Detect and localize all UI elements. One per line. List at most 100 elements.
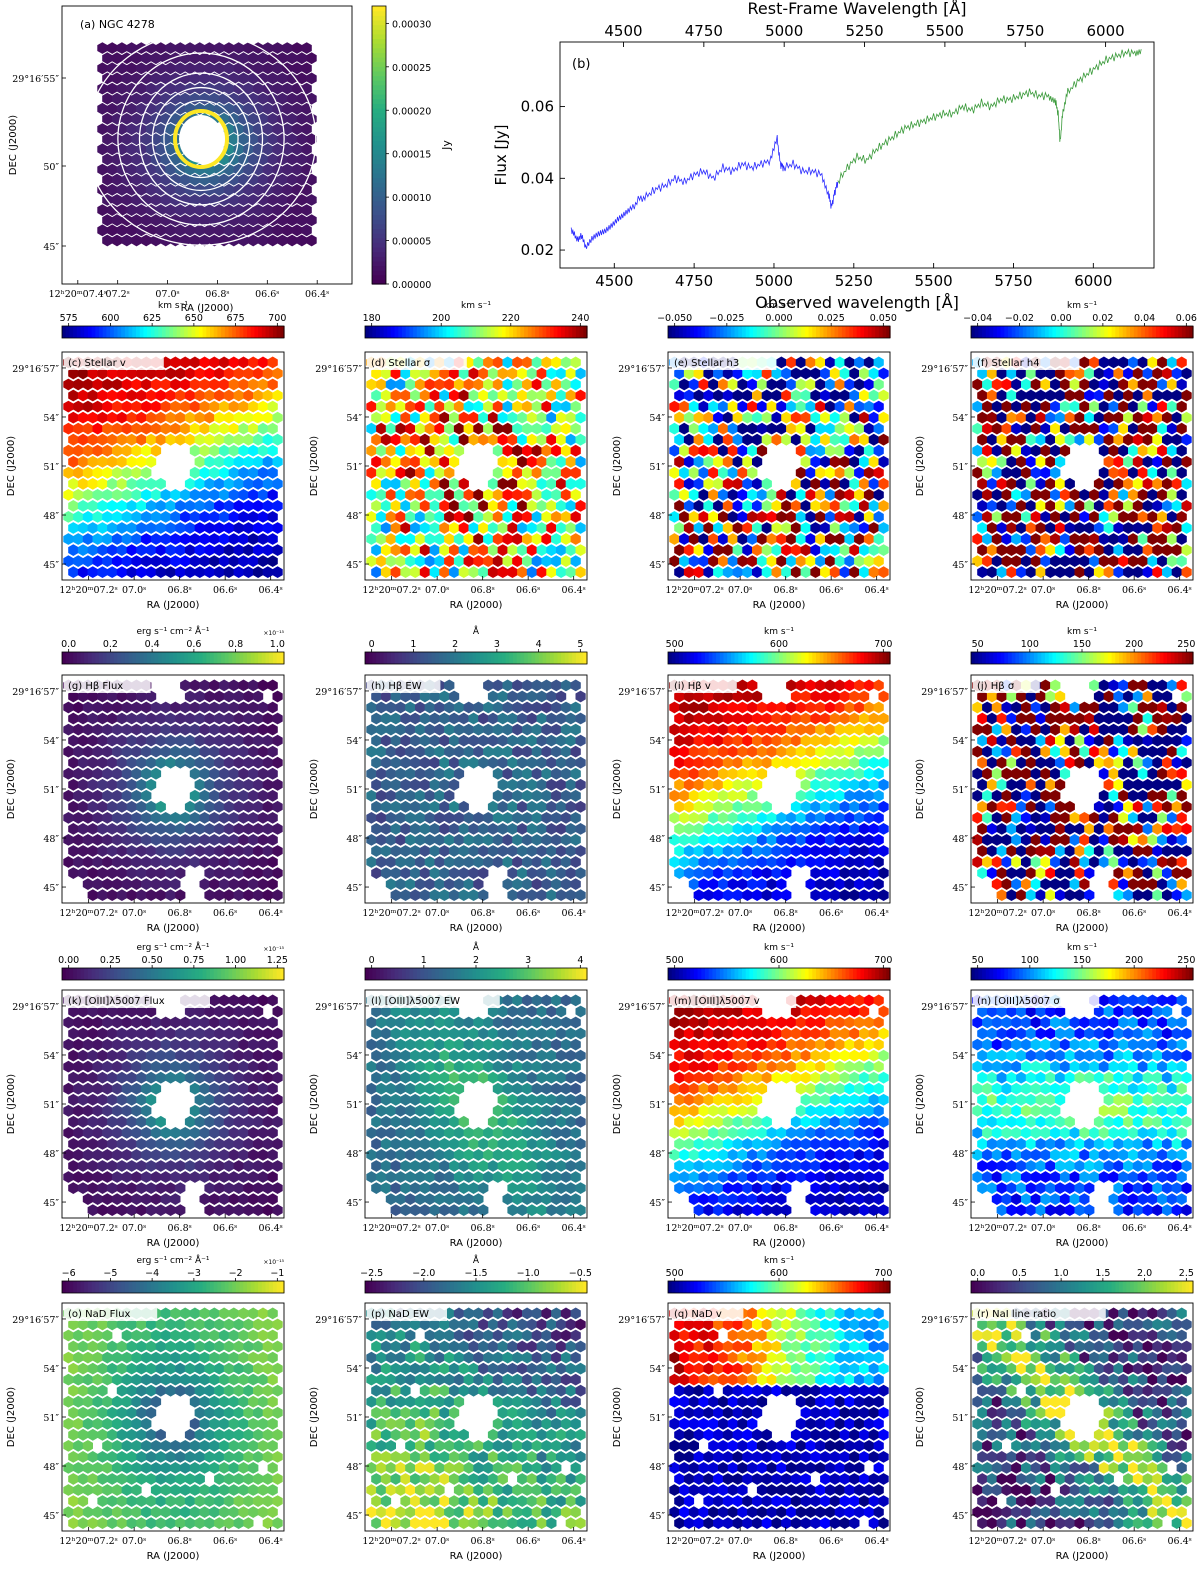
panel-j-hex-cell [1118, 680, 1128, 692]
panel-h-hex-cell [464, 856, 474, 868]
panel-e-colorbar-segment [786, 326, 790, 338]
panel-f-hex-cell [1143, 368, 1153, 380]
panel-j-colorbar-tick-label: 150 [1073, 639, 1091, 650]
panel-d-hex-cell [376, 467, 386, 479]
panel-c-hex-cell [131, 445, 141, 457]
panel-a-x-tick-label: 06.8ˢ [205, 289, 229, 300]
panel-g-colorbar-segment [199, 652, 203, 664]
panel-f-hex-cell [1123, 522, 1133, 534]
panel-f-colorbar-segment [1030, 326, 1034, 338]
panel-k-hex-cell [258, 1061, 268, 1073]
panel-d-hex-cell [464, 533, 474, 545]
panel-g-hex-cell [93, 856, 103, 868]
panel-f-hex-cell [1094, 544, 1104, 556]
panel-d-hex-cell [541, 357, 551, 369]
panel-i-hex-cell [669, 702, 679, 714]
panel-f-hex-cell [1172, 390, 1182, 402]
panel-h-hex-cell [576, 801, 586, 813]
panel-h-x-tick-label: 07.0ˢ [425, 908, 449, 919]
panel-f-colorbar-segment [1178, 326, 1182, 338]
panel-c-hex-cell [185, 390, 195, 402]
panel-i-hex-cell [859, 801, 869, 813]
panel-e-hex-cell [849, 500, 859, 512]
panel-j-hex-cell [1079, 856, 1089, 868]
panel-i-hex-cell [728, 812, 738, 824]
panel-e-hex-cell [669, 511, 679, 523]
panel-k-hex-cell [248, 995, 258, 1007]
panel-f-hex-cell [1113, 544, 1123, 556]
panel-f-hex-cell [1065, 566, 1075, 578]
panel-e-hex-cell [835, 401, 845, 413]
panel-c-hex-cell [151, 445, 161, 457]
panel-g-hex-cell [93, 768, 103, 780]
panel-f-hex-cell [1031, 379, 1041, 391]
panel-i-hex-cell [718, 746, 728, 758]
panel-h-hex-cell [444, 680, 454, 692]
panel-d-hex-cell [522, 423, 532, 435]
panel-f-colorbar-tick-label: 0.00 [1051, 313, 1072, 324]
panel-c-x-tick-label: 06.8ˢ [167, 585, 191, 596]
panel-j-colorbar-segment [1075, 652, 1079, 664]
panel-d-hex-cell [527, 478, 537, 490]
panel-f-colorbar-segment [1012, 326, 1016, 338]
panel-g-hex-cell [127, 867, 137, 879]
panel-c-hex-cell [63, 423, 73, 435]
panel-j-colorbar-tick-label: 100 [1021, 639, 1039, 650]
panel-j-colorbar-segment [1160, 652, 1164, 664]
panel-h-hex-cell [493, 768, 503, 780]
panel-d-hex-cell [498, 500, 508, 512]
panel-g-hex-cell [175, 823, 185, 835]
panel-d-hex-cell [449, 566, 459, 578]
panel-c-hex-cell [78, 522, 88, 534]
panel-k-hex-cell [229, 1061, 239, 1073]
panel-g-hex-cell [107, 735, 117, 747]
panel-f-colorbar-segment [1126, 326, 1130, 338]
panel-i-hex-cell [879, 867, 889, 879]
panel-h-colorbar-segment [539, 652, 543, 664]
panel-c-colorbar-segment [125, 326, 129, 338]
panel-i-colorbar-label: km s⁻¹ [764, 627, 794, 637]
panel-d-hex-cell [371, 412, 381, 424]
panel-a-colorbar-segment [372, 76, 386, 81]
panel-e-colorbar-segment [690, 326, 694, 338]
panel-e-hex-cell [781, 500, 791, 512]
panel-d-hex-cell [410, 500, 420, 512]
panel-c-hex-cell [195, 478, 205, 490]
panel-j-colorbar-segment [1012, 652, 1016, 664]
panel-d-hex-cell [566, 412, 576, 424]
panel-h-x-label: RA (J2000) [450, 923, 503, 934]
panel-k-hex-cell [219, 1127, 229, 1139]
panel-d-hex-cell [410, 478, 420, 490]
panel-g-colorbar-segment [177, 652, 181, 664]
panel-h-hex-cell [551, 768, 561, 780]
panel-g-hex-cell [131, 878, 141, 890]
panel-e-colorbar-segment [864, 326, 868, 338]
panel-i-colorbar-segment [764, 652, 768, 664]
panel-e-hex-cell [830, 390, 840, 402]
panel-h-hex-cell [381, 757, 391, 769]
panel-f-hex-cell [1123, 566, 1133, 578]
panel-g-hex-cell [258, 768, 268, 780]
panel-f-hex-cell [1036, 566, 1046, 578]
panel-g-hex-cell [73, 834, 83, 846]
panel-g-hex-cell [263, 845, 273, 857]
panel-j-hex-cell [1099, 790, 1109, 802]
panel-i-hex-cell [762, 757, 772, 769]
panel-k-hex-cell [78, 1072, 88, 1084]
panel-a-colorbar-segment [372, 242, 386, 247]
panel-j-hex-cell [1026, 713, 1036, 725]
panel-j-colorbar-segment [1152, 652, 1156, 664]
panel-d-hex-cell [561, 423, 571, 435]
panel-d-hex-cell [410, 566, 420, 578]
panel-f-hex-cell [1050, 533, 1060, 545]
panel-c-hex-cell [146, 566, 156, 578]
panel-f-hex-cell [1182, 456, 1192, 468]
panel-j-hex-cell [1143, 801, 1153, 813]
panel-d-hex-cell [400, 500, 410, 512]
panel-g-hex-cell [102, 702, 112, 714]
panel-c-hex-cell [175, 566, 185, 578]
panel-h-hex-cell [551, 724, 561, 736]
panel-e-hex-cell [815, 533, 825, 545]
panel-g-hex-cell [107, 801, 117, 813]
panel-c-hex-cell [248, 511, 258, 523]
